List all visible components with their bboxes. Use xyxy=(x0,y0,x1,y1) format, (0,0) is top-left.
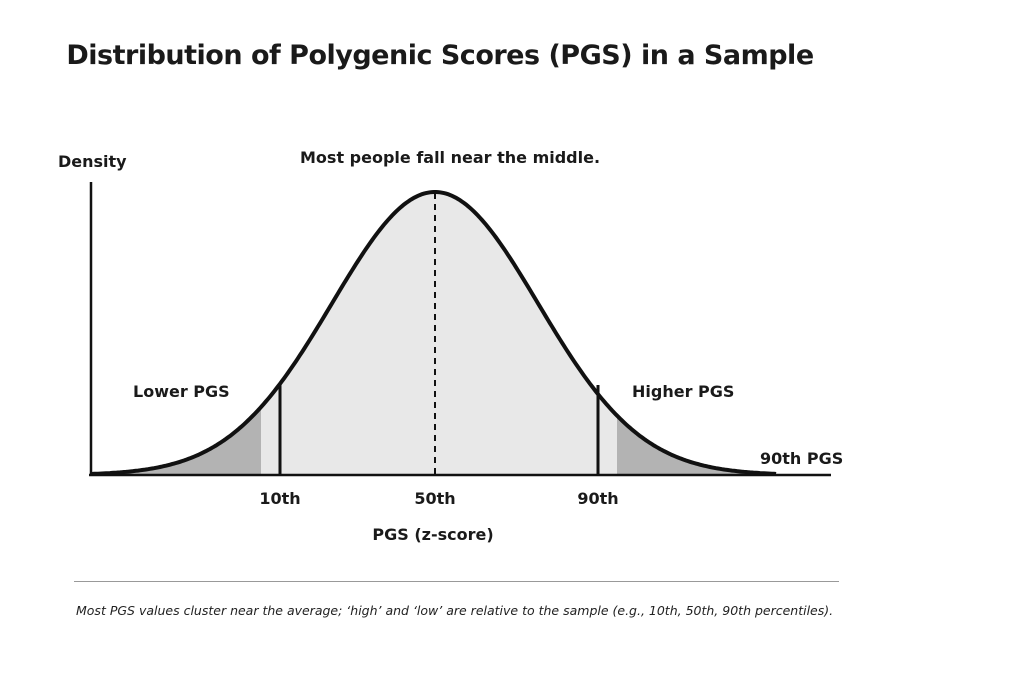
tick-label-10th: 10th xyxy=(259,489,301,508)
chart-title: Distribution of Polygenic Scores (PGS) i… xyxy=(66,40,814,71)
density-curve xyxy=(91,190,777,476)
divider xyxy=(74,581,839,582)
tick-label-50th: 50th xyxy=(414,489,456,508)
annotation-tail: 90th PGS xyxy=(760,449,844,468)
body-fill xyxy=(261,192,617,475)
caption: Most PGS values cluster near the average… xyxy=(76,603,834,618)
lower-tail-fill xyxy=(95,407,261,475)
x-axis-label: PGS (z-score) xyxy=(372,525,494,544)
annotation-higher: Higher PGS xyxy=(632,382,735,401)
upper-tail-fill xyxy=(617,415,772,475)
annotation-top: Most people fall near the middle. xyxy=(300,148,601,167)
y-axis-label: Density xyxy=(58,152,127,171)
annotation-lower: Lower PGS xyxy=(133,382,230,401)
tick-label-90th: 90th xyxy=(577,489,619,508)
